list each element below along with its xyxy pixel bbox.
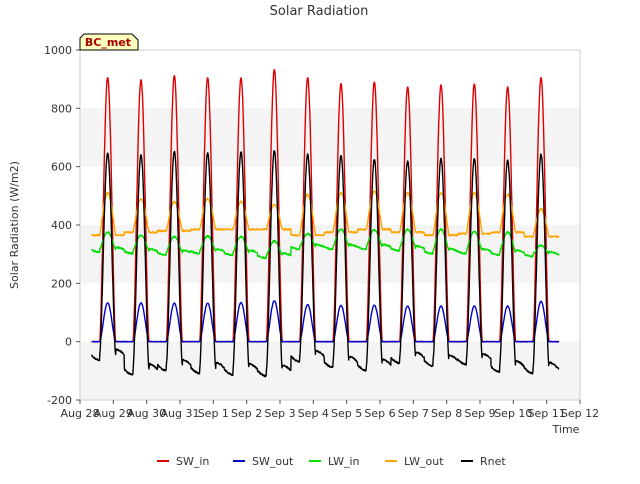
station-label: BC_met — [85, 36, 131, 49]
y-axis-label: Solar Radiation (W/m2) — [8, 161, 21, 289]
grid-band — [80, 341, 580, 400]
legend-label: SW_out — [252, 455, 294, 468]
y-tick-label: 1000 — [44, 44, 72, 57]
x-tick-label: Sep 11 — [528, 407, 566, 420]
x-tick-label: Sep 6 — [364, 407, 395, 420]
series-line-lw-out — [91, 190, 560, 239]
y-tick-label: -200 — [47, 394, 72, 407]
legend-label: SW_in — [176, 455, 209, 468]
y-axis: -200 0 200 400 600 800 1000 — [44, 44, 80, 407]
legend-label: Rnet — [480, 455, 506, 468]
station-label-box: BC_met — [79, 33, 139, 51]
x-tick-label: Sep 4 — [298, 407, 329, 420]
chart-title: Solar Radiation — [270, 4, 369, 19]
y-tick-label: 600 — [51, 161, 72, 174]
series-layer — [91, 68, 560, 378]
x-tick-label: Sep 9 — [464, 407, 495, 420]
x-tick-label: Aug 30 — [127, 407, 166, 420]
y-tick-label: 200 — [51, 277, 72, 290]
y-tick-label: 0 — [65, 336, 72, 349]
x-tick-label: Sep 12 — [561, 407, 599, 420]
x-tick-label: Sep 10 — [494, 407, 532, 420]
x-tick-label: Sep 8 — [431, 407, 462, 420]
x-tick-label: Sep 2 — [231, 407, 262, 420]
y-tick-label: 400 — [51, 219, 72, 232]
series-line-rnet — [91, 150, 560, 378]
x-tick-label: Sep 3 — [264, 407, 295, 420]
legend: SW_in SW_out LW_in LW_out Rnet — [157, 455, 506, 468]
x-axis-label: Time — [552, 423, 580, 436]
legend-label: LW_out — [404, 455, 444, 468]
grid-band — [80, 225, 580, 284]
grid-band — [80, 108, 580, 167]
legend-label: LW_in — [328, 455, 360, 468]
x-tick-label: Aug 28 — [61, 407, 100, 420]
x-tick-label: Sep 1 — [198, 407, 229, 420]
x-tick-label: Sep 7 — [398, 407, 429, 420]
x-tick-label: Aug 31 — [161, 407, 200, 420]
x-tick-label: Aug 29 — [94, 407, 133, 420]
y-tick-label: 800 — [51, 102, 72, 115]
x-tick-label: Sep 5 — [331, 407, 362, 420]
